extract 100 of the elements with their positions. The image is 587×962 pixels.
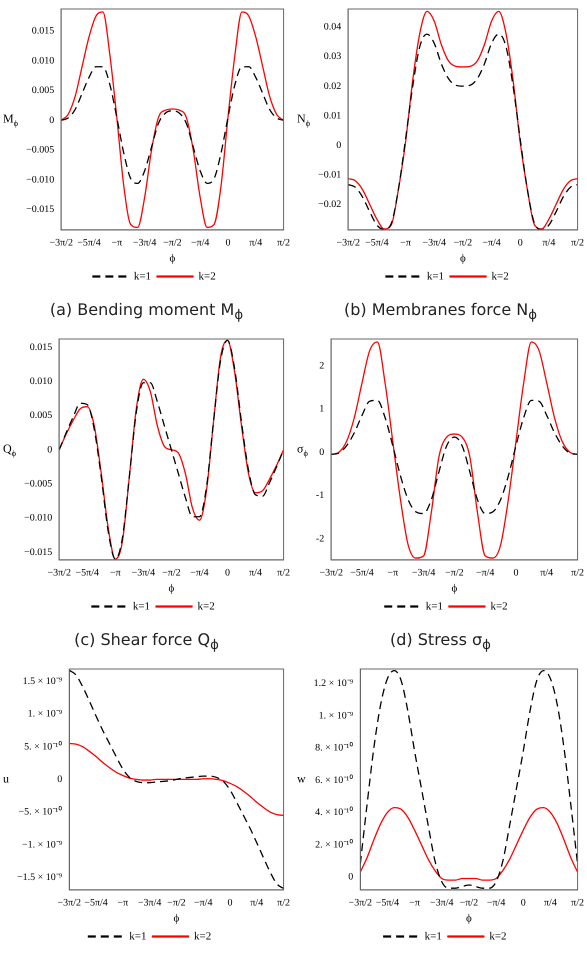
x-tick-label: 0 <box>228 897 232 908</box>
y-tick-label: 1.5 × 10⁻⁹ <box>22 676 63 688</box>
y-tick-label: −0.01 <box>318 169 342 180</box>
legend-label: k=1 <box>134 270 152 282</box>
x-axis-title: ϕ <box>170 252 176 264</box>
y-tick-label: 0.005 <box>32 85 54 96</box>
y-tick-label: −0.005 <box>26 144 54 156</box>
x-tick-label: −π/2 <box>445 567 464 578</box>
y-axis-title: u <box>3 772 9 786</box>
x-tick-label: −3π/4 <box>132 237 156 248</box>
x-tick-label: −5π/4 <box>376 897 400 908</box>
x-tick-label: −π/4 <box>190 567 209 578</box>
text: (b) Membranes force N$_{ϕ}$ <box>342 299 538 326</box>
y-tick-label: 0 <box>319 446 324 458</box>
y-tick-label: 0.005 <box>30 410 52 422</box>
y-tick-label: 0 <box>336 140 342 151</box>
x-tick-label: −π <box>111 237 122 248</box>
y-tick-label: 6. × 10⁻¹⁰ <box>315 774 354 786</box>
x-tick-label: −3π/4 <box>132 567 156 578</box>
x-tick-label: −3π/2 <box>336 237 360 248</box>
x-tick-label: −π/4 <box>476 567 494 578</box>
x-tick-label: −π <box>117 897 128 908</box>
x-tick-label: −π/2 <box>163 237 182 248</box>
line-series <box>69 670 284 890</box>
line-series <box>59 340 284 560</box>
x-tick-label: −π <box>387 567 398 578</box>
x-tick-label: −π/4 <box>482 237 501 248</box>
x-axis-title: ϕ <box>466 912 472 924</box>
line-series <box>61 11 284 228</box>
legend-label: k=2 <box>194 930 212 942</box>
x-tick-label: −π/2 <box>162 567 181 578</box>
legend-label: k=1 <box>132 600 150 612</box>
line-series <box>360 806 578 881</box>
x-tick-label: −5π/4 <box>77 237 101 248</box>
x-tick-label: π/2 <box>571 897 584 908</box>
legend-label: k=2 <box>198 600 215 612</box>
y-tick-label: -2 <box>316 533 324 544</box>
text: (c) Shear force Q$_{ϕ}$ <box>73 629 220 656</box>
x-tick-label: π/2 <box>277 897 290 908</box>
x-tick-label: π/4 <box>540 567 554 578</box>
x-tick-label: π/4 <box>249 567 262 578</box>
x-tick-label: π/2 <box>277 237 290 248</box>
y-tick-label: 8. × 10⁻¹⁰ <box>315 742 354 754</box>
y-tick-label: −0.010 <box>24 512 52 524</box>
x-tick-label: −5π/4 <box>76 567 99 578</box>
line-series <box>360 670 578 889</box>
x-tick-label: −π/4 <box>190 237 210 248</box>
y-tick-label: 1 <box>319 404 324 415</box>
y-tick-label: 0 <box>47 444 52 456</box>
y-tick-label: 0.015 <box>32 26 54 37</box>
x-tick-label: 0 <box>225 237 230 248</box>
x-tick-label: −π/2 <box>460 897 478 908</box>
y-tick-label: −1. × 10⁻⁹ <box>22 839 63 850</box>
y-tick-label: 0.01 <box>324 110 342 122</box>
x-tick-label: π/4 <box>250 897 264 908</box>
y-tick-label: 0 <box>49 114 54 126</box>
x-tick-label: π/4 <box>249 237 262 248</box>
x-tick-label: −π <box>409 897 420 908</box>
y-tick-label: 0.010 <box>32 55 54 66</box>
x-tick-label: −π <box>110 567 121 578</box>
x-tick-label: 0 <box>520 897 526 908</box>
x-tick-label: −5π/4 <box>84 897 108 908</box>
x-tick-label: 0 <box>224 567 230 578</box>
x-tick-label: −π/2 <box>167 897 186 908</box>
y-tick-label: −0.005 <box>24 478 52 490</box>
y-tick-label: 1.2 × 10⁻⁹ <box>314 678 354 690</box>
y-tick-label: 2. × 10⁻¹⁰ <box>315 838 354 850</box>
line-series <box>61 66 284 184</box>
y-tick-label: 1. × 10⁻⁹ <box>318 710 354 722</box>
y-tick-label: 0.010 <box>30 376 52 388</box>
text: (a) Bending moment M$_{ϕ}$ <box>48 299 244 326</box>
legend-label: k=1 <box>129 930 147 942</box>
x-tick-label: −3π/2 <box>58 897 81 908</box>
x-tick-label: 0 <box>518 237 523 248</box>
x-tick-label: −3π/2 <box>47 567 71 578</box>
x-tick-label: −3π/2 <box>319 567 343 578</box>
legend-label: k=2 <box>489 930 507 942</box>
y-tick-label: 0.04 <box>324 22 342 33</box>
x-tick-label: −3π/2 <box>49 237 73 248</box>
legend-label: k=1 <box>426 270 444 282</box>
x-tick-label: −5π/4 <box>365 237 389 248</box>
x-tick-label: −3π/4 <box>412 567 436 578</box>
x-tick-label: −3π/4 <box>422 237 446 248</box>
x-tick-label: −π/4 <box>486 897 506 908</box>
y-axis-title: w <box>297 772 306 786</box>
x-tick-label: π/2 <box>277 567 290 578</box>
x-tick-label: −π/2 <box>454 237 472 248</box>
legend-label: k=1 <box>426 600 443 612</box>
x-tick-label: −5π/4 <box>350 567 374 578</box>
y-tick-label: 0.015 <box>30 342 52 353</box>
line-series <box>69 742 284 816</box>
y-tick-label: 5. × 10⁻¹⁰ <box>24 740 62 752</box>
y-tick-label: −0.010 <box>26 174 54 186</box>
y-tick-label: -1 <box>316 490 324 502</box>
y-tick-label: −1.5 × 10⁻⁹ <box>17 872 63 884</box>
x-tick-label: π/2 <box>571 567 584 578</box>
legend-label: k=2 <box>492 270 509 282</box>
y-tick-label: 2 <box>319 360 324 372</box>
legend-label: k=2 <box>198 270 216 282</box>
y-tick-label: 1. × 10⁻⁹ <box>28 708 63 720</box>
